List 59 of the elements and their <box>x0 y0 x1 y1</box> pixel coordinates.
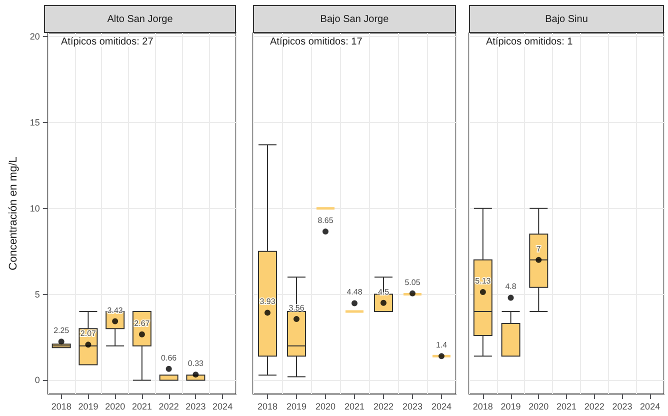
data-label: 8.65 <box>318 216 334 226</box>
point <box>85 342 92 348</box>
x-tick-label: 2018 <box>472 402 493 412</box>
x-tick-label: 2020 <box>315 402 336 412</box>
point <box>352 300 358 306</box>
x-tick-label: 2024 <box>640 402 660 412</box>
data-label: 2.25 <box>54 326 70 336</box>
data-label: 5.05 <box>404 278 421 287</box>
x-tick-label: 2023 <box>612 402 632 412</box>
data-label: 5.13 <box>475 276 492 286</box>
y-tick-label: 5 <box>34 289 40 300</box>
x-tick-label: 2022 <box>158 402 179 412</box>
x-tick-label: 2023 <box>186 402 206 412</box>
point <box>138 331 145 338</box>
x-tick-label: 2023 <box>402 402 423 412</box>
annotation: Atípicos omitidos: 27 <box>61 36 154 48</box>
point <box>380 300 386 306</box>
data-label: 0.33 <box>188 359 204 368</box>
chart-title: Alto San Jorge <box>44 5 236 33</box>
point <box>264 310 270 316</box>
chart-title: Bajo San Jorge <box>253 5 456 33</box>
point <box>410 290 416 296</box>
point <box>294 316 300 322</box>
data-label: 2.67 <box>134 318 150 328</box>
x-tick-label: 2020 <box>105 402 126 412</box>
annotation: Atípicos omitidos: 1 <box>486 36 574 48</box>
x-tick-label: 2019 <box>78 402 98 412</box>
x-tick-label: 2024 <box>212 402 233 412</box>
annotation: Atípicos omitidos: 17 <box>270 36 363 48</box>
point <box>438 353 444 360</box>
point <box>58 338 64 345</box>
x-tick-label: 2021 <box>132 402 152 412</box>
y-tick-label: 20 <box>30 31 40 42</box>
point <box>322 228 328 235</box>
data-label: 4.48 <box>346 288 363 297</box>
y-tick-label: 0 <box>34 375 40 386</box>
y-tick-label: 10 <box>30 203 40 214</box>
point <box>166 366 172 372</box>
data-label: 3.93 <box>260 297 276 306</box>
x-tick-label: 2019 <box>500 402 521 412</box>
x-tick-label: 2022 <box>373 402 394 412</box>
x-tick-label: 2022 <box>584 402 604 412</box>
data-label: 0.66 <box>161 353 178 362</box>
x-tick-label: 2024 <box>431 402 452 412</box>
x-tick-label: 2021 <box>556 402 577 412</box>
x-tick-label: 2019 <box>286 402 307 412</box>
data-label: 1.4 <box>436 340 448 350</box>
data-label: 7 <box>536 244 542 254</box>
y-axis-title: Concentración en mg/L <box>8 156 20 270</box>
x-tick-label: 2021 <box>344 402 365 412</box>
data-label: 2.07 <box>80 329 97 338</box>
point <box>112 318 118 324</box>
x-tick-label: 2018 <box>51 402 72 412</box>
y-tick-label: 15 <box>30 117 40 128</box>
x-tick-label: 2018 <box>257 402 278 412</box>
data-label: 4.8 <box>505 282 517 292</box>
chart-title: Bajo Sinu <box>469 5 664 33</box>
point <box>192 372 199 378</box>
x-tick-label: 2020 <box>528 402 549 412</box>
